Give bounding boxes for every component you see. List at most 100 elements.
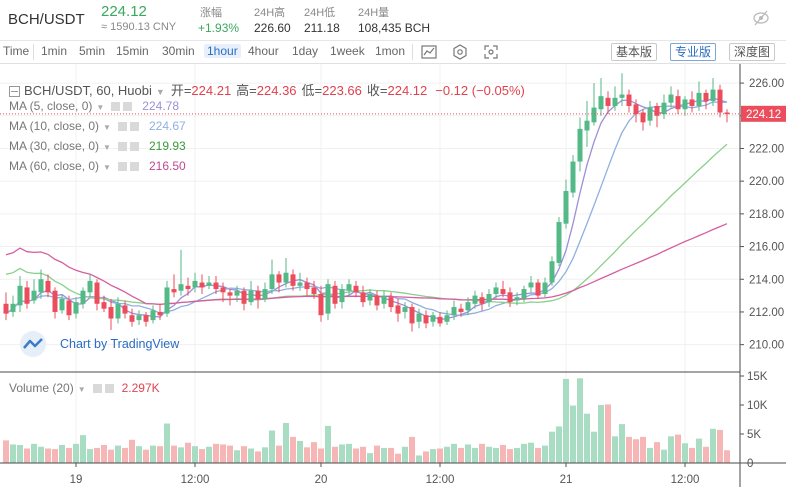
candle-body xyxy=(591,107,597,123)
candle-body xyxy=(521,289,527,299)
candle-body xyxy=(94,282,100,304)
close-icon[interactable] xyxy=(123,102,133,112)
volume-bar xyxy=(87,449,93,463)
collapse-icon[interactable] xyxy=(9,86,20,98)
candle-body xyxy=(668,94,674,103)
chevron-down-icon[interactable]: ▼ xyxy=(96,103,105,112)
volume-tick-label: 0 xyxy=(747,458,753,470)
candle-body xyxy=(297,282,303,286)
candle-body xyxy=(164,287,170,314)
volume-bars xyxy=(3,378,730,463)
chevron-down-icon[interactable]: ▼ xyxy=(77,385,86,394)
volume-bar xyxy=(591,431,597,463)
candle-body xyxy=(633,104,639,115)
chevron-down-icon[interactable]: ▼ xyxy=(103,123,111,132)
close-icon[interactable] xyxy=(129,162,139,172)
candle-body xyxy=(577,128,583,162)
volume-bar xyxy=(556,426,562,463)
change-value: −0.12 (−0.05%) xyxy=(435,83,525,98)
timeframe-1week[interactable]: 1week xyxy=(330,44,365,58)
volume-bar xyxy=(388,447,394,463)
timeframe-1mon[interactable]: 1mon xyxy=(375,44,406,58)
candle-body xyxy=(381,295,387,304)
volume-bar xyxy=(437,448,443,463)
volume-bar xyxy=(24,448,30,463)
chevron-down-icon[interactable]: ▼ xyxy=(155,87,165,97)
pro-view-button[interactable]: 专业版 xyxy=(670,43,717,61)
ma30-legend[interactable]: MA (30, close, 0) ▼ 219.93 xyxy=(9,139,186,153)
candle-body xyxy=(647,107,653,121)
close-icon[interactable] xyxy=(129,142,139,152)
timeframe-15min[interactable]: 15min xyxy=(116,44,149,58)
depth-chart-button[interactable]: 深度图 xyxy=(729,43,776,61)
chart-legend-row: BCH/USDT, 60, Huobi ▼ 开=224.21 高=224.36 低=22… xyxy=(9,80,525,99)
candle-body xyxy=(45,280,51,293)
volume-bar xyxy=(402,446,408,463)
volume-legend[interactable]: Volume (20) ▼ 2.297K xyxy=(9,381,160,395)
toolbar-divider xyxy=(33,44,34,60)
volume-bar xyxy=(619,424,625,463)
volume-bar xyxy=(724,450,730,463)
hide-eye-icon[interactable] xyxy=(752,9,770,32)
candle-body xyxy=(108,307,114,319)
timeframe-1hour[interactable]: 1hour xyxy=(204,44,241,58)
timeframe-1day[interactable]: 1day xyxy=(292,44,319,58)
settings-icon[interactable] xyxy=(111,102,121,112)
timeframe-1min[interactable]: 1min xyxy=(41,44,68,58)
volume-bar xyxy=(458,447,464,463)
volume-bar xyxy=(171,445,177,463)
close-icon[interactable] xyxy=(104,384,114,394)
basic-view-button[interactable]: 基本版 xyxy=(611,43,658,61)
volume-bar xyxy=(360,446,366,463)
settings-icon[interactable] xyxy=(117,142,127,152)
price-chart[interactable]: 226.00224.00222.00220.00218.00216.00214.… xyxy=(0,64,786,487)
volume-bar xyxy=(367,453,373,463)
time-tick-label: 12:00 xyxy=(426,474,455,486)
candle-body xyxy=(234,290,240,296)
pair-name[interactable]: BCH/USDT xyxy=(8,11,85,28)
price-tick-label: 216.00 xyxy=(749,242,784,254)
timeframe-4hour[interactable]: 4hour xyxy=(248,44,279,58)
chevron-down-icon[interactable]: ▼ xyxy=(103,143,111,152)
volume-bar xyxy=(423,451,429,463)
settings-hexagon-icon[interactable] xyxy=(451,43,469,61)
volume-value: 2.297K xyxy=(121,381,160,395)
settings-icon[interactable] xyxy=(92,384,102,394)
volume-bar xyxy=(311,442,317,463)
close-icon[interactable] xyxy=(129,122,139,132)
fullscreen-icon[interactable] xyxy=(482,43,500,61)
ma10-name: MA (10, close, 0) xyxy=(9,119,100,133)
stat-change-value: +1.93% xyxy=(198,21,240,35)
indicators-icon[interactable] xyxy=(420,43,438,61)
ma60-legend[interactable]: MA (60, close, 0) ▼ 216.50 xyxy=(9,159,186,173)
candle-body xyxy=(661,102,667,115)
candle-body xyxy=(360,292,366,303)
ma5-legend[interactable]: MA (5, close, 0) ▼ 224.78 xyxy=(9,99,179,113)
candle-body xyxy=(458,308,464,312)
timeframe-30min[interactable]: 30min xyxy=(162,44,195,58)
settings-icon[interactable] xyxy=(117,122,127,132)
volume-bar xyxy=(577,378,583,463)
chevron-down-icon[interactable]: ▼ xyxy=(103,163,111,172)
timeframe-5min[interactable]: 5min xyxy=(79,44,106,58)
tradingview-branding[interactable]: Chart by TradingView xyxy=(60,337,180,351)
settings-icon[interactable] xyxy=(117,162,127,172)
price-tick-label: 222.00 xyxy=(749,143,784,155)
candle-body xyxy=(346,284,352,291)
volume-bar xyxy=(213,443,219,463)
tradingview-logo-icon[interactable] xyxy=(16,331,50,362)
candle-body xyxy=(374,295,380,306)
volume-bar xyxy=(255,451,261,463)
candle-body xyxy=(402,307,408,312)
timeframe-time[interactable]: Time xyxy=(3,44,30,58)
last-price-line: 224.12 xyxy=(0,105,786,122)
volume-bar xyxy=(661,449,667,463)
toolbar-divider xyxy=(412,44,413,60)
volume-bar xyxy=(122,447,128,463)
volume-bar xyxy=(472,447,478,463)
ma10-legend[interactable]: MA (10, close, 0) ▼ 224.67 xyxy=(9,119,186,133)
volume-bar xyxy=(136,446,142,463)
candle-body xyxy=(31,290,37,301)
volume-bar xyxy=(45,448,51,463)
volume-bar xyxy=(717,429,723,463)
